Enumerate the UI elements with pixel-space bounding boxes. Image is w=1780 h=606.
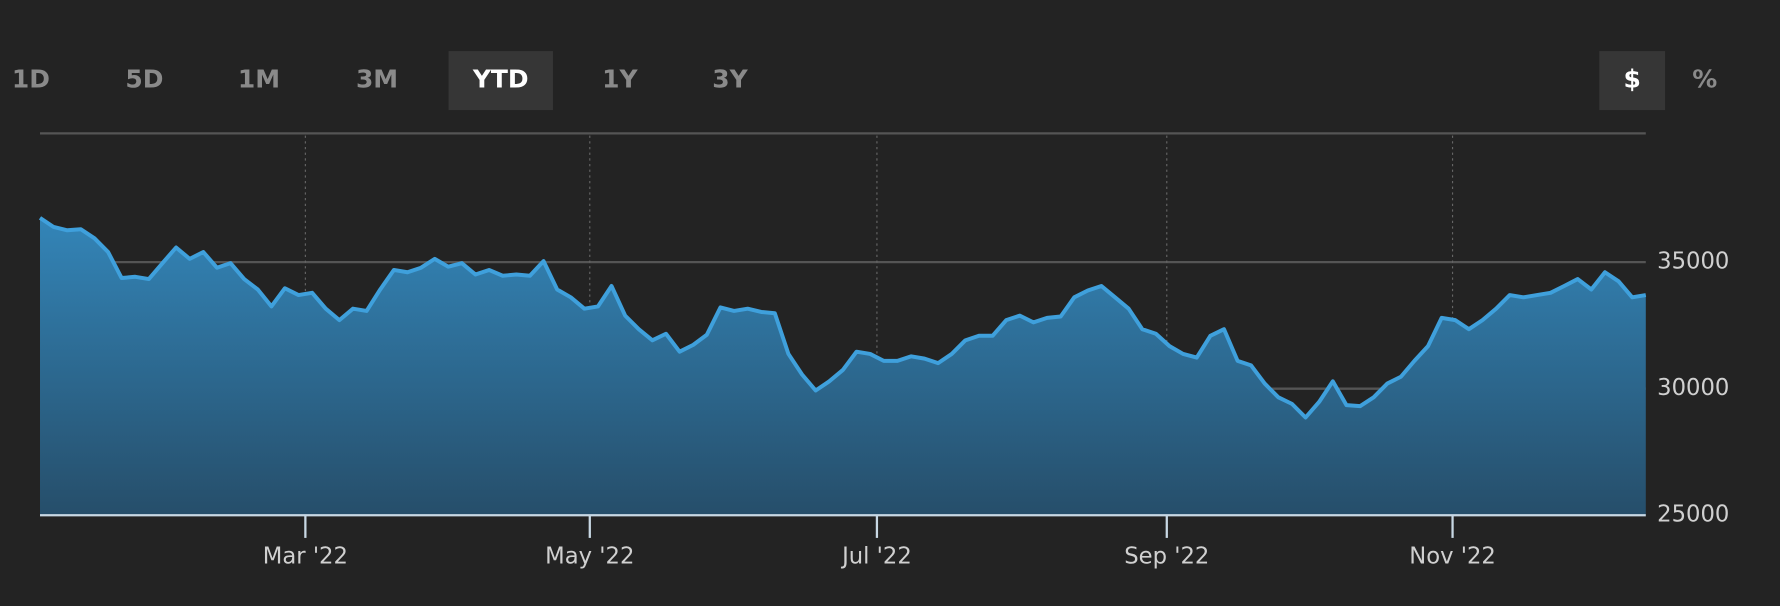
y-tick-label: 35000 bbox=[1657, 249, 1729, 275]
unit-button[interactable]: % bbox=[1692, 65, 1717, 94]
range-button[interactable]: 3M bbox=[356, 65, 398, 94]
range-button[interactable]: 5D bbox=[125, 65, 163, 94]
selected-unit-bg bbox=[1599, 51, 1666, 111]
range-button[interactable]: 1M bbox=[238, 65, 280, 94]
range-button[interactable]: 1D bbox=[12, 65, 50, 94]
range-button[interactable]: YTD bbox=[472, 65, 529, 94]
area-fill bbox=[40, 217, 1646, 516]
x-tick-label: Jul '22 bbox=[840, 544, 912, 570]
x-tick-label: Nov '22 bbox=[1409, 544, 1496, 570]
x-tick-label: May '22 bbox=[545, 544, 634, 570]
unit-button[interactable]: $ bbox=[1623, 65, 1640, 94]
y-tick-label: 30000 bbox=[1657, 375, 1729, 401]
x-tick-label: Sep '22 bbox=[1124, 544, 1209, 570]
range-button[interactable]: 3Y bbox=[712, 65, 748, 94]
y-tick-label: 25000 bbox=[1657, 502, 1729, 528]
x-tick-label: Mar '22 bbox=[263, 544, 348, 570]
range-button[interactable]: 1Y bbox=[602, 65, 638, 94]
selected-button-bg bbox=[448, 51, 553, 111]
price-line bbox=[38, 216, 1647, 420]
